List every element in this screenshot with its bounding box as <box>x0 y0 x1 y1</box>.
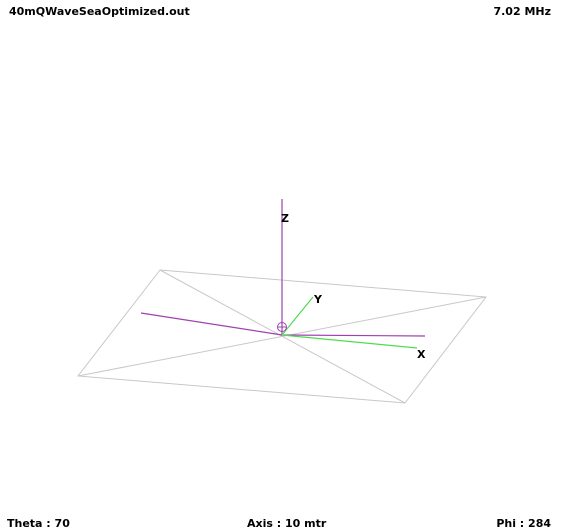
coordinate-axes: Z Y X <box>281 212 426 361</box>
y-axis-line <box>281 296 314 336</box>
axis-scale-readout: Axis : 10 mtr <box>247 517 327 530</box>
z-axis-label: Z <box>281 212 289 225</box>
theta-readout: Theta : 70 <box>7 517 70 530</box>
feed-point-icon <box>277 322 287 332</box>
ground-plane <box>77 269 487 404</box>
x-axis-label: X <box>417 348 426 361</box>
y-axis-label: Y <box>313 293 323 306</box>
frequency-label: 7.02 MHz <box>493 5 551 18</box>
radial-wire-right <box>281 334 426 337</box>
antenna-wires <box>140 199 426 337</box>
ground-plane-diagonal-2 <box>77 296 487 377</box>
radial-wire-left <box>140 312 283 336</box>
file-name-label: 40mQWaveSeaOptimized.out <box>9 5 190 18</box>
phi-readout: Phi : 284 <box>496 517 551 530</box>
x-axis-line <box>281 334 418 349</box>
